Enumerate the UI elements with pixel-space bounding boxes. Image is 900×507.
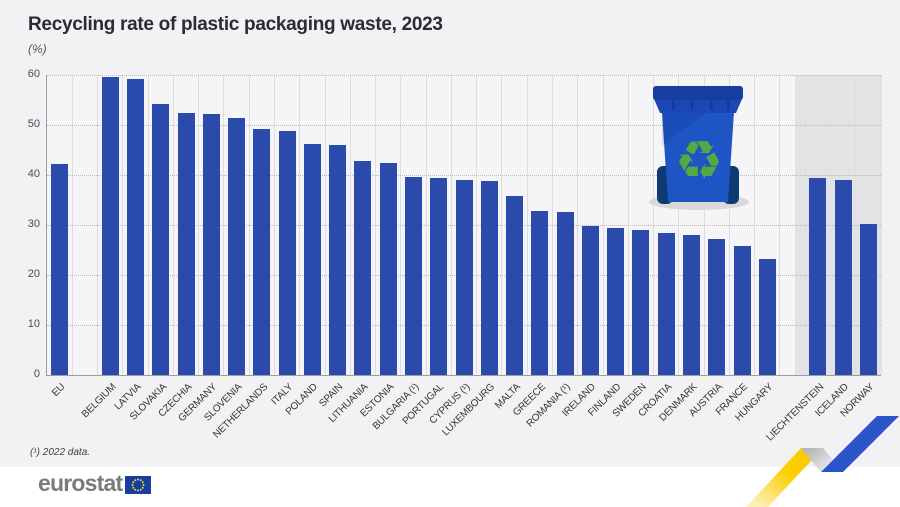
eurostat-logo-text: eurostat — [38, 470, 123, 496]
unit-label: (%) — [28, 42, 47, 56]
y-tick-label: 60 — [27, 68, 40, 80]
x-label-belgium: BELGIUM — [79, 381, 119, 421]
bar-portugal — [430, 178, 448, 375]
bar-latvia — [126, 78, 144, 375]
footnote: (¹) 2022 data. — [30, 447, 91, 458]
bar-belgium — [101, 76, 119, 375]
y-tick-label: 40 — [27, 168, 40, 180]
bar-luxembourg — [480, 180, 498, 375]
ribbon-decoration-icon — [746, 416, 899, 507]
bar-netherlands — [253, 129, 271, 375]
y-tick-label: 0 — [33, 368, 40, 380]
chart-title: Recycling rate of plastic packaging wast… — [28, 14, 443, 35]
bar-hungary — [758, 258, 776, 375]
y-tick-label: 50 — [27, 118, 40, 130]
bar-slovakia — [152, 103, 170, 375]
bar-romania — [556, 212, 574, 375]
recycle-symbol-icon: ♻ — [675, 129, 723, 192]
recycling-bin-icon: ♻ — [649, 86, 749, 210]
vertical-gridline — [880, 75, 882, 375]
bar-greece — [531, 210, 549, 375]
y-tick-label: 10 — [27, 318, 40, 330]
eu-flag-icon — [125, 475, 152, 494]
bar-sweden — [632, 230, 650, 375]
bar-finland — [607, 228, 625, 375]
x-label-eu: EU — [50, 381, 68, 399]
bar-estonia — [379, 162, 397, 375]
bar-ireland — [581, 226, 599, 375]
bar-czechia — [177, 112, 195, 375]
bar-iceland — [834, 180, 852, 375]
bar-lithuania — [354, 160, 372, 375]
eurostat-logo: eurostat — [38, 470, 152, 496]
bar-france — [733, 245, 751, 375]
bar-denmark — [682, 234, 700, 375]
bar-slovenia — [228, 117, 246, 375]
plot-area: EU BELGIUM LATVIA SLOVAKIA CZECHIA GERMANY SLO… — [46, 75, 882, 443]
bar-bulgaria — [404, 177, 422, 375]
bar-malta — [506, 195, 524, 375]
y-tick-label: 30 — [27, 218, 40, 230]
bar-poland — [303, 143, 321, 375]
horizontal-gridline — [47, 125, 881, 126]
bar-liechtenstein — [809, 177, 827, 375]
bar-eu — [51, 164, 69, 375]
horizontal-gridline — [47, 75, 881, 76]
bar-austria — [708, 239, 726, 375]
bar-croatia — [657, 232, 675, 375]
bar-cyprus — [455, 179, 473, 375]
bar-norway — [859, 223, 877, 375]
y-tick-label: 20 — [27, 268, 40, 280]
bar-germany — [202, 114, 220, 375]
bar-italy — [278, 130, 296, 375]
bar-spain — [329, 144, 347, 375]
horizontal-gridline — [47, 175, 881, 176]
